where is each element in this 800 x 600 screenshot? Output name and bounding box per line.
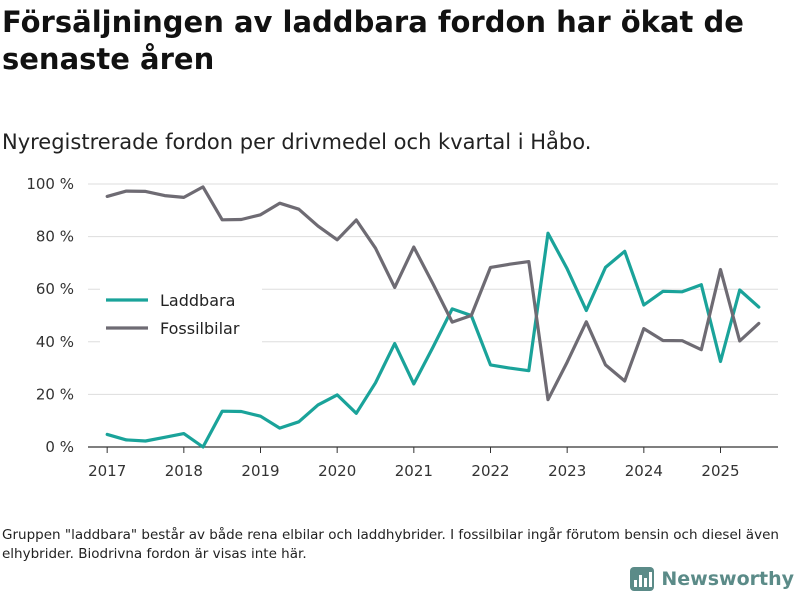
line-chart: Laddbara Fossilbilar 0 % 20 % 40 % 60 % 80 % 1… — [26, 175, 778, 480]
legend-background — [100, 280, 262, 344]
legend-label: Laddbara — [160, 291, 235, 310]
legend-label: Fossilbilar — [160, 319, 240, 338]
x-tick-label: 2024 — [625, 462, 663, 480]
series-line-laddbara — [105, 231, 761, 449]
y-tick-label: 0 % — [45, 438, 74, 456]
x-tick-label: 2019 — [241, 462, 279, 480]
chart-title: Försäljningen av laddbara fordon har öka… — [2, 5, 744, 76]
logo-bar — [644, 578, 648, 587]
brand-logo: Newsworthy — [630, 564, 794, 594]
x-tick-label: 2020 — [318, 462, 356, 480]
logo-bar — [634, 580, 638, 587]
y-tick-label: 60 % — [36, 280, 74, 298]
legend: Laddbara Fossilbilar — [100, 280, 262, 344]
footnote: Gruppen "laddbara" består av både rena e… — [2, 527, 779, 562]
x-tick-label: 2023 — [548, 462, 586, 480]
logo-bar — [649, 572, 653, 587]
x-tick-label: 2022 — [471, 462, 509, 480]
x-tick-label: 2025 — [701, 462, 739, 480]
series-line-fossilbilar — [105, 185, 761, 402]
logo-bar — [639, 575, 643, 587]
x-tick-label: 2021 — [395, 462, 433, 480]
y-tick-label: 20 % — [36, 385, 74, 403]
chart-subtitle: Nyregistrerade fordon per drivmedel och … — [2, 130, 592, 154]
y-tick-label: 80 % — [36, 228, 74, 246]
bar-chart-icon — [630, 567, 655, 591]
brand-name: Newsworthy — [661, 568, 794, 590]
series-lines — [105, 185, 761, 449]
y-tick-label: 100 % — [26, 175, 74, 193]
y-tick-label: 40 % — [36, 333, 74, 351]
x-tick-label: 2018 — [165, 462, 203, 480]
x-tick-label: 2017 — [88, 462, 126, 480]
axes: 0 % 20 % 40 % 60 % 80 % 100 % 2017 2018 2019 2020… — [26, 175, 739, 480]
